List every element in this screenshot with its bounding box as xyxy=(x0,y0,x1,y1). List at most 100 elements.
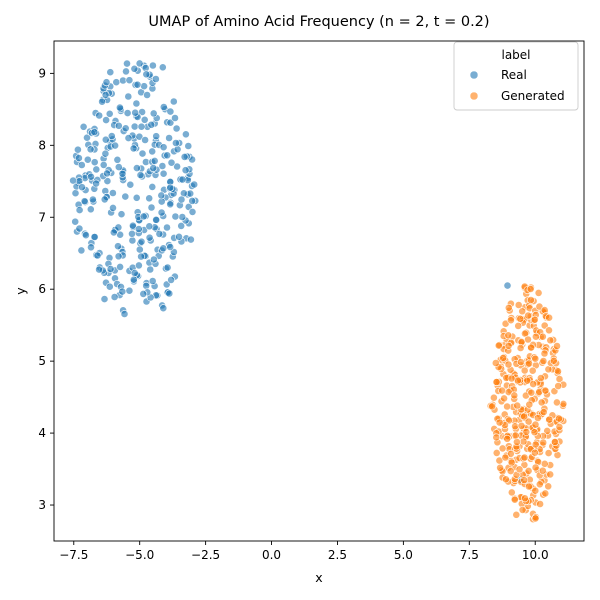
data-point-generated xyxy=(514,301,523,309)
data-point-generated xyxy=(504,360,513,369)
data-point-generated xyxy=(510,391,519,400)
data-point-real xyxy=(128,236,137,245)
data-point-real xyxy=(83,155,92,164)
data-point-real xyxy=(132,193,141,202)
data-point-generated xyxy=(492,433,501,442)
y-tick-label: 4 xyxy=(38,426,46,440)
data-point-real xyxy=(167,158,176,167)
data-point-generated xyxy=(528,366,537,375)
data-point-real xyxy=(114,163,123,171)
data-point-real xyxy=(139,212,148,221)
data-point-generated xyxy=(531,440,540,449)
y-tick-label: 9 xyxy=(38,66,46,80)
data-point-real xyxy=(110,293,119,301)
data-point-real xyxy=(132,99,141,108)
data-point-real xyxy=(90,233,99,241)
data-point-generated xyxy=(524,335,532,344)
data-point-generated xyxy=(519,437,528,446)
data-point-real xyxy=(114,223,123,232)
data-point-real xyxy=(124,92,133,101)
data-point-real xyxy=(100,195,109,204)
data-point-real xyxy=(148,277,157,285)
data-point-generated xyxy=(531,354,540,363)
data-point-generated xyxy=(540,459,549,468)
data-point-generated xyxy=(498,444,507,453)
data-point-generated xyxy=(536,500,544,508)
data-point-real xyxy=(71,217,80,226)
data-point-generated xyxy=(517,421,526,430)
data-point-real xyxy=(142,281,151,290)
data-point-generated xyxy=(488,402,496,411)
data-point-real xyxy=(74,145,82,154)
data-point-generated xyxy=(498,386,506,395)
x-tick-label: 2.5 xyxy=(328,548,347,562)
data-point-generated xyxy=(492,448,501,457)
x-tick-label: −7.5 xyxy=(59,548,88,562)
data-point-real xyxy=(159,103,168,111)
data-point-real xyxy=(178,213,187,221)
data-point-generated xyxy=(511,422,519,431)
y-axis-label: y xyxy=(13,287,28,295)
data-point-generated xyxy=(541,386,550,395)
data-point-generated xyxy=(518,307,527,316)
data-point-generated xyxy=(534,288,543,297)
data-point-real xyxy=(123,109,132,117)
legend-marker-generated xyxy=(469,91,479,101)
data-point-real xyxy=(186,235,195,244)
data-point-real xyxy=(129,144,138,153)
data-point-real xyxy=(134,225,143,233)
data-point-real xyxy=(130,269,139,277)
data-point-real xyxy=(181,166,190,175)
data-point-real xyxy=(93,251,102,260)
data-point-real xyxy=(101,91,110,99)
data-point-generated xyxy=(521,494,529,503)
data-point-generated xyxy=(537,374,545,382)
data-point-real xyxy=(95,111,104,120)
data-point-real xyxy=(103,177,112,185)
data-point-generated xyxy=(531,486,540,495)
data-point-real xyxy=(99,160,108,169)
data-point-real xyxy=(157,191,166,200)
data-point-real xyxy=(152,215,160,224)
data-point-real xyxy=(106,68,115,77)
data-point-real xyxy=(100,295,109,303)
data-point-real xyxy=(165,289,174,298)
data-point-generated xyxy=(511,431,520,440)
data-point-real xyxy=(90,128,99,136)
data-point-real xyxy=(122,67,130,76)
data-point-real xyxy=(155,229,164,238)
data-point-real xyxy=(105,282,114,291)
data-point-real xyxy=(77,246,86,255)
data-point-real xyxy=(149,255,158,264)
y-tick-label: 3 xyxy=(38,498,46,512)
x-tick-label: 5.0 xyxy=(394,548,413,562)
data-point-real xyxy=(118,169,127,178)
data-point-real xyxy=(135,59,144,68)
data-point-real xyxy=(109,189,117,197)
data-point-generated xyxy=(532,332,540,341)
data-point-real xyxy=(86,205,95,214)
data-point-generated xyxy=(513,401,522,410)
data-point-generated xyxy=(520,366,529,375)
data-point-generated xyxy=(541,489,550,498)
data-point-generated xyxy=(504,341,513,350)
data-point-generated xyxy=(546,336,555,345)
data-point-real xyxy=(152,132,161,141)
data-point-real xyxy=(166,118,175,127)
data-point-generated xyxy=(545,326,553,335)
data-point-real xyxy=(106,265,115,273)
data-point-real xyxy=(137,122,146,131)
y-tick-label: 5 xyxy=(38,354,46,368)
data-point-generated xyxy=(527,296,535,304)
data-point-generated xyxy=(539,438,548,447)
data-point-real xyxy=(150,156,159,165)
data-point-generated xyxy=(527,343,535,352)
data-point-real xyxy=(166,200,175,209)
x-tick-label: 10.0 xyxy=(522,548,549,562)
data-point-real xyxy=(102,78,111,87)
data-point-generated xyxy=(545,313,553,322)
data-point-generated xyxy=(554,367,562,376)
data-point-generated xyxy=(537,398,546,407)
data-point-real xyxy=(163,263,172,272)
